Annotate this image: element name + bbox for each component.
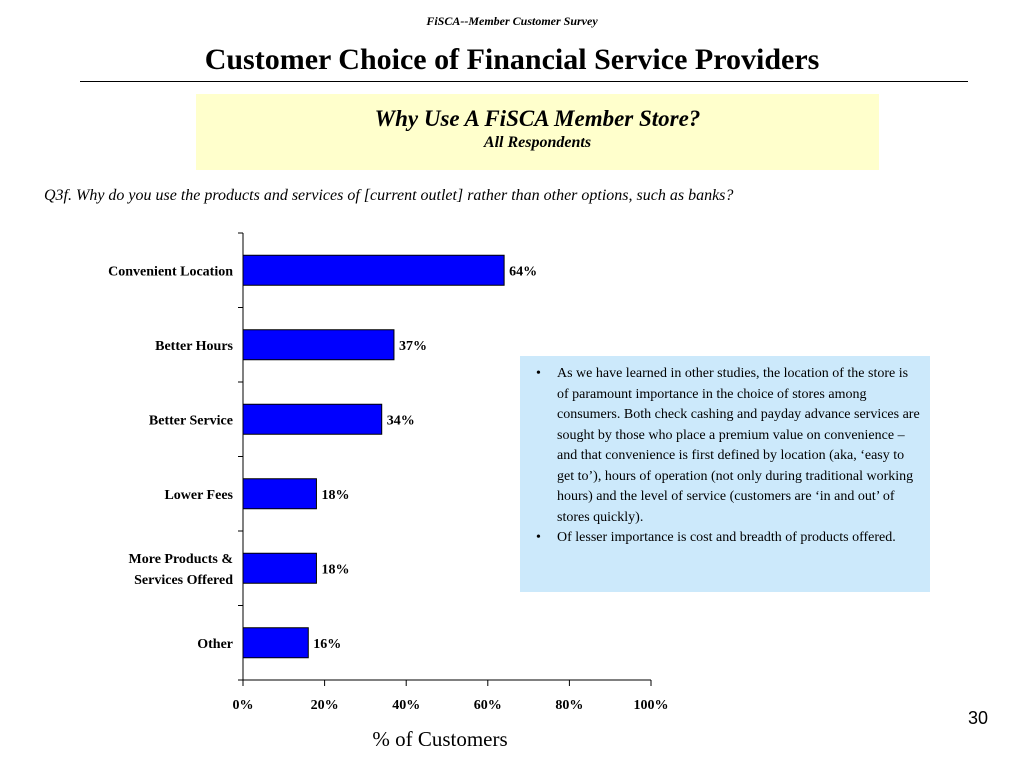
bar: [242, 478, 317, 510]
x-tick-label: 20%: [311, 698, 339, 713]
subtitle-box: Why Use A FiSCA Member Store? All Respon…: [196, 94, 879, 170]
value-label: 16%: [313, 637, 341, 652]
x-tick-label: 80%: [555, 698, 583, 713]
x-tick-label: 0%: [233, 698, 254, 713]
value-label: 34%: [387, 413, 415, 428]
bar: [242, 403, 383, 435]
category-label: Services Offered: [134, 573, 233, 588]
slide-title: Customer Choice of Financial Service Pro…: [204, 43, 820, 76]
value-label: 64%: [509, 264, 537, 279]
category-label: Better Service: [149, 413, 233, 428]
x-tick-label: 100%: [634, 698, 669, 713]
x-tick-label: 40%: [392, 698, 420, 713]
x-axis-title: % of Customers: [372, 727, 507, 751]
subtitle-main: Why Use A FiSCA Member Store?: [374, 106, 701, 131]
value-label: 18%: [321, 562, 349, 577]
bar: [242, 627, 309, 659]
callout-bullet-list: As we have learned in other studies, the…: [528, 364, 920, 549]
bar: [242, 329, 395, 361]
callout-box: As we have learned in other studies, the…: [520, 356, 930, 592]
title-divider: [80, 81, 968, 82]
callout-bullet: Of lesser importance is cost and breadth…: [528, 528, 920, 549]
page-number: 30: [967, 708, 988, 728]
survey-header-note: FiSCA--Member Customer Survey: [426, 14, 598, 28]
category-label: Lower Fees: [164, 488, 233, 503]
subtitle-sub: All Respondents: [483, 134, 592, 151]
value-label: 18%: [321, 488, 349, 503]
category-label: Other: [197, 637, 233, 652]
category-label: More Products &: [129, 552, 233, 567]
bar: [242, 254, 505, 286]
category-label: Better Hours: [155, 339, 233, 354]
bar: [242, 552, 317, 584]
callout-bullet: As we have learned in other studies, the…: [528, 364, 920, 528]
x-tick-label: 60%: [474, 698, 502, 713]
category-label: Convenient Location: [108, 264, 233, 279]
survey-question: Q3f. Why do you use the products and ser…: [44, 187, 734, 204]
value-label: 37%: [399, 339, 427, 354]
